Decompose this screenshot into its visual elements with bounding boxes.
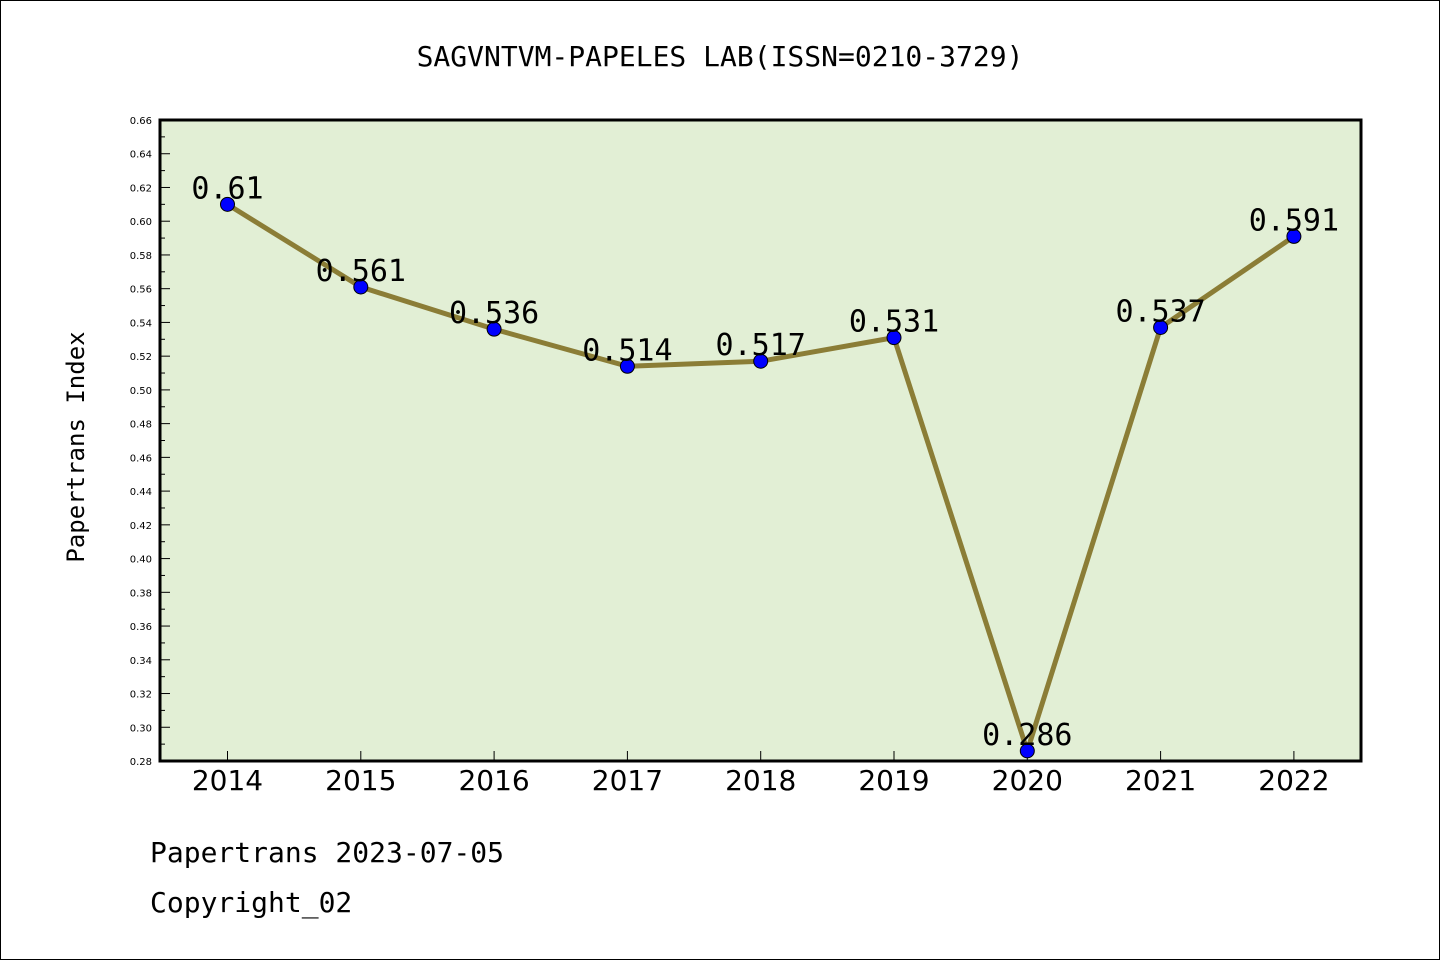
x-tick-label: 2014 (192, 764, 263, 797)
y-tick-label: 0.44 (130, 487, 152, 498)
data-label: 0.517 (716, 328, 806, 363)
y-tick-label: 0.28 (130, 757, 152, 768)
x-tick-label: 2019 (858, 764, 929, 797)
data-label-group: 0.61 0.561 0.536 0.514 0.517 0.531 0.286 0.537 0… (191, 171, 1339, 753)
y-tick-label: 0.54 (130, 318, 152, 329)
data-point-marker (886, 330, 902, 346)
y-tick-label: 0.40 (130, 555, 152, 566)
y-tick-label: 0.52 (130, 352, 152, 363)
data-label: 0.561 (316, 254, 406, 289)
data-label: 0.61 (191, 171, 263, 206)
y-tick-label: 0.50 (130, 386, 152, 397)
x-tick-label: 2021 (1125, 764, 1196, 797)
x-tick-label: 2020 (992, 764, 1063, 797)
data-point-marker (1153, 319, 1169, 335)
y-tick-label: 0.48 (130, 420, 152, 431)
x-axis: 2014 2015 2016 2017 2018 2019 2020 2021 2022 (192, 751, 1330, 797)
y-tick-label: 0.66 (130, 116, 152, 127)
data-label: 0.536 (449, 296, 539, 331)
y-tick-label: 0.58 (130, 251, 152, 262)
y-tick-label: 0.38 (130, 588, 152, 599)
y-axis: 0.28 0.30 0.32 0.34 0.36 0.38 0.40 0.42 0.44 0.46… (130, 116, 170, 768)
y-axis-label: Papertrans Index (62, 331, 90, 562)
data-label: 0.591 (1249, 203, 1339, 238)
plot-area (158, 118, 1363, 763)
data-point-marker (1019, 743, 1035, 759)
data-label: 0.514 (582, 333, 672, 368)
chart-title: SAGVNTVM-PAPELES LAB(ISSN=0210-3729) (417, 40, 1024, 73)
data-point-marker (619, 358, 635, 374)
x-tick-label: 2017 (592, 764, 663, 797)
data-label: 0.286 (982, 718, 1072, 753)
y-tick-label: 0.36 (130, 622, 152, 633)
footer-date: Papertrans 2023-07-05 (150, 836, 505, 869)
y-tick-label: 0.30 (130, 723, 152, 734)
x-tick-label: 2018 (725, 764, 796, 797)
x-tick-label: 2016 (458, 764, 529, 797)
data-point-marker (220, 196, 235, 212)
y-tick-label: 0.56 (130, 285, 152, 296)
y-tick-label: 0.42 (130, 521, 152, 532)
y-tick-label: 0.34 (130, 656, 152, 667)
x-tick-label: 2022 (1258, 764, 1329, 797)
data-point-marker (486, 321, 502, 337)
data-point-marker (353, 279, 369, 295)
y-tick-label: 0.60 (130, 217, 152, 228)
y-tick-label: 0.46 (130, 453, 152, 464)
data-point-marker (753, 353, 769, 369)
y-tick-label: 0.62 (130, 183, 152, 194)
data-label: 0.531 (849, 305, 939, 340)
footer-copyright: Copyright_02 (150, 886, 353, 919)
data-point-marker (1286, 228, 1302, 244)
y-tick-label: 0.32 (130, 690, 152, 701)
marker-group (220, 196, 1302, 759)
data-label: 0.537 (1115, 294, 1205, 329)
x-tick-label: 2015 (325, 764, 396, 797)
y-tick-label: 0.64 (130, 150, 152, 161)
